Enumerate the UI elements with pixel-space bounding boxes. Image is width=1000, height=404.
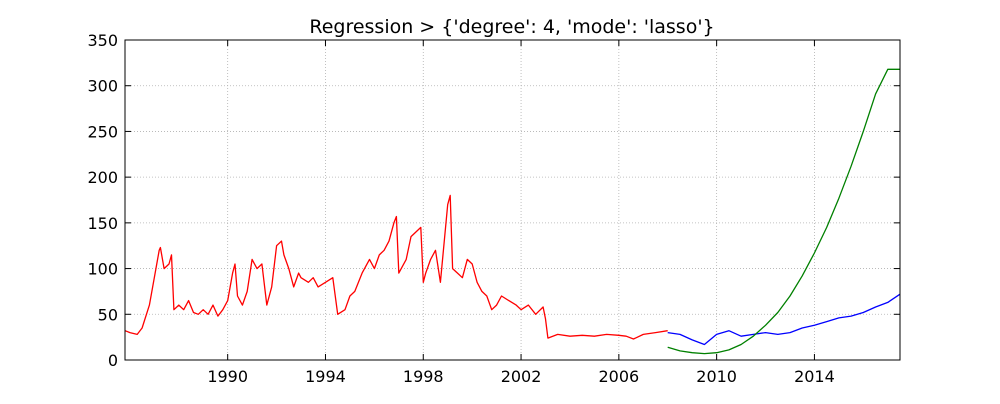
y-tick-label: 250: [87, 122, 118, 141]
series-line-blue: [667, 293, 901, 346]
y-tick-label: 50: [98, 305, 118, 324]
x-tick-label: 2006: [598, 367, 639, 386]
x-tick-label: 1998: [403, 367, 444, 386]
y-tick-label: 150: [87, 214, 118, 233]
axis-ticks: 1990 1994 1998 2002 2006 2010 2014 0 50 100 150 200…: [87, 31, 900, 386]
x-tick-label: 2010: [696, 367, 737, 386]
y-tick-label: 300: [87, 77, 118, 96]
y-tick-label: 0: [108, 351, 118, 370]
x-tick-label: 2002: [501, 367, 542, 386]
y-tick-label: 350: [87, 31, 118, 50]
x-tick-label: 1994: [305, 367, 346, 386]
y-tick-label: 200: [87, 168, 118, 187]
x-tick-label: 1990: [207, 367, 248, 386]
series-line-red: [124, 194, 668, 340]
grid-lines: [125, 40, 900, 360]
y-tick-label: 100: [87, 260, 118, 279]
series-line-green: [667, 68, 900, 355]
series-lines: [124, 68, 901, 355]
x-tick-label: 2014: [794, 367, 835, 386]
plot-frame: [124, 39, 901, 361]
chart-title: Regression > {'degree': 4, 'mode': 'lass…: [309, 16, 714, 38]
